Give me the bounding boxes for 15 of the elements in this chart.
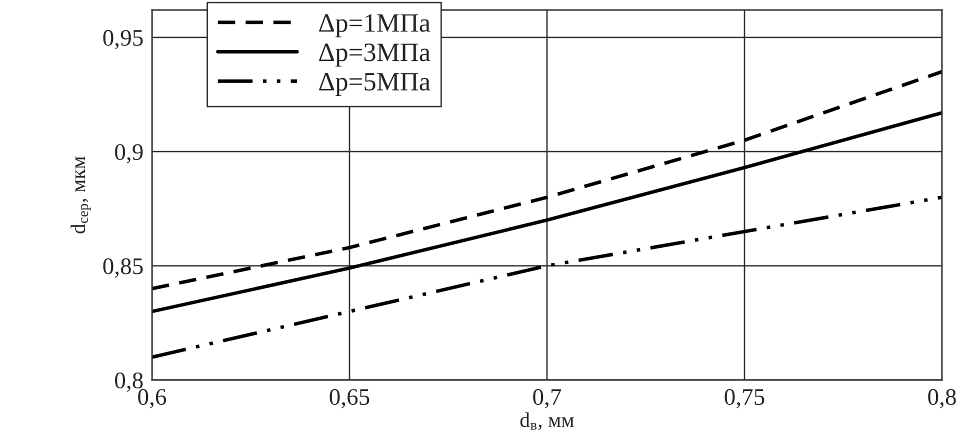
legend-label: Δp=1МПа (319, 14, 430, 38)
x-axis-title: d$_{в}$, мм (520, 412, 574, 430)
line-series (152, 111, 942, 314)
x-tick-label: 0,8 (928, 389, 956, 408)
legend-label: Δp=3МПа (319, 44, 430, 67)
y-tick-label: 0,9 (115, 144, 143, 164)
x-tick-label: 0,65 (330, 389, 370, 408)
line-series (152, 196, 942, 359)
y-tick-label: 0,95 (103, 30, 143, 50)
x-tick-label: 0,75 (724, 389, 764, 408)
y-tick-label: 0,85 (103, 258, 143, 278)
y-axis-title: d$_{сер}$, мкм (70, 156, 92, 234)
line-series (152, 70, 942, 290)
legend-label: Δp=5МПа (319, 72, 430, 96)
x-tick-label: 0,7 (533, 389, 562, 408)
